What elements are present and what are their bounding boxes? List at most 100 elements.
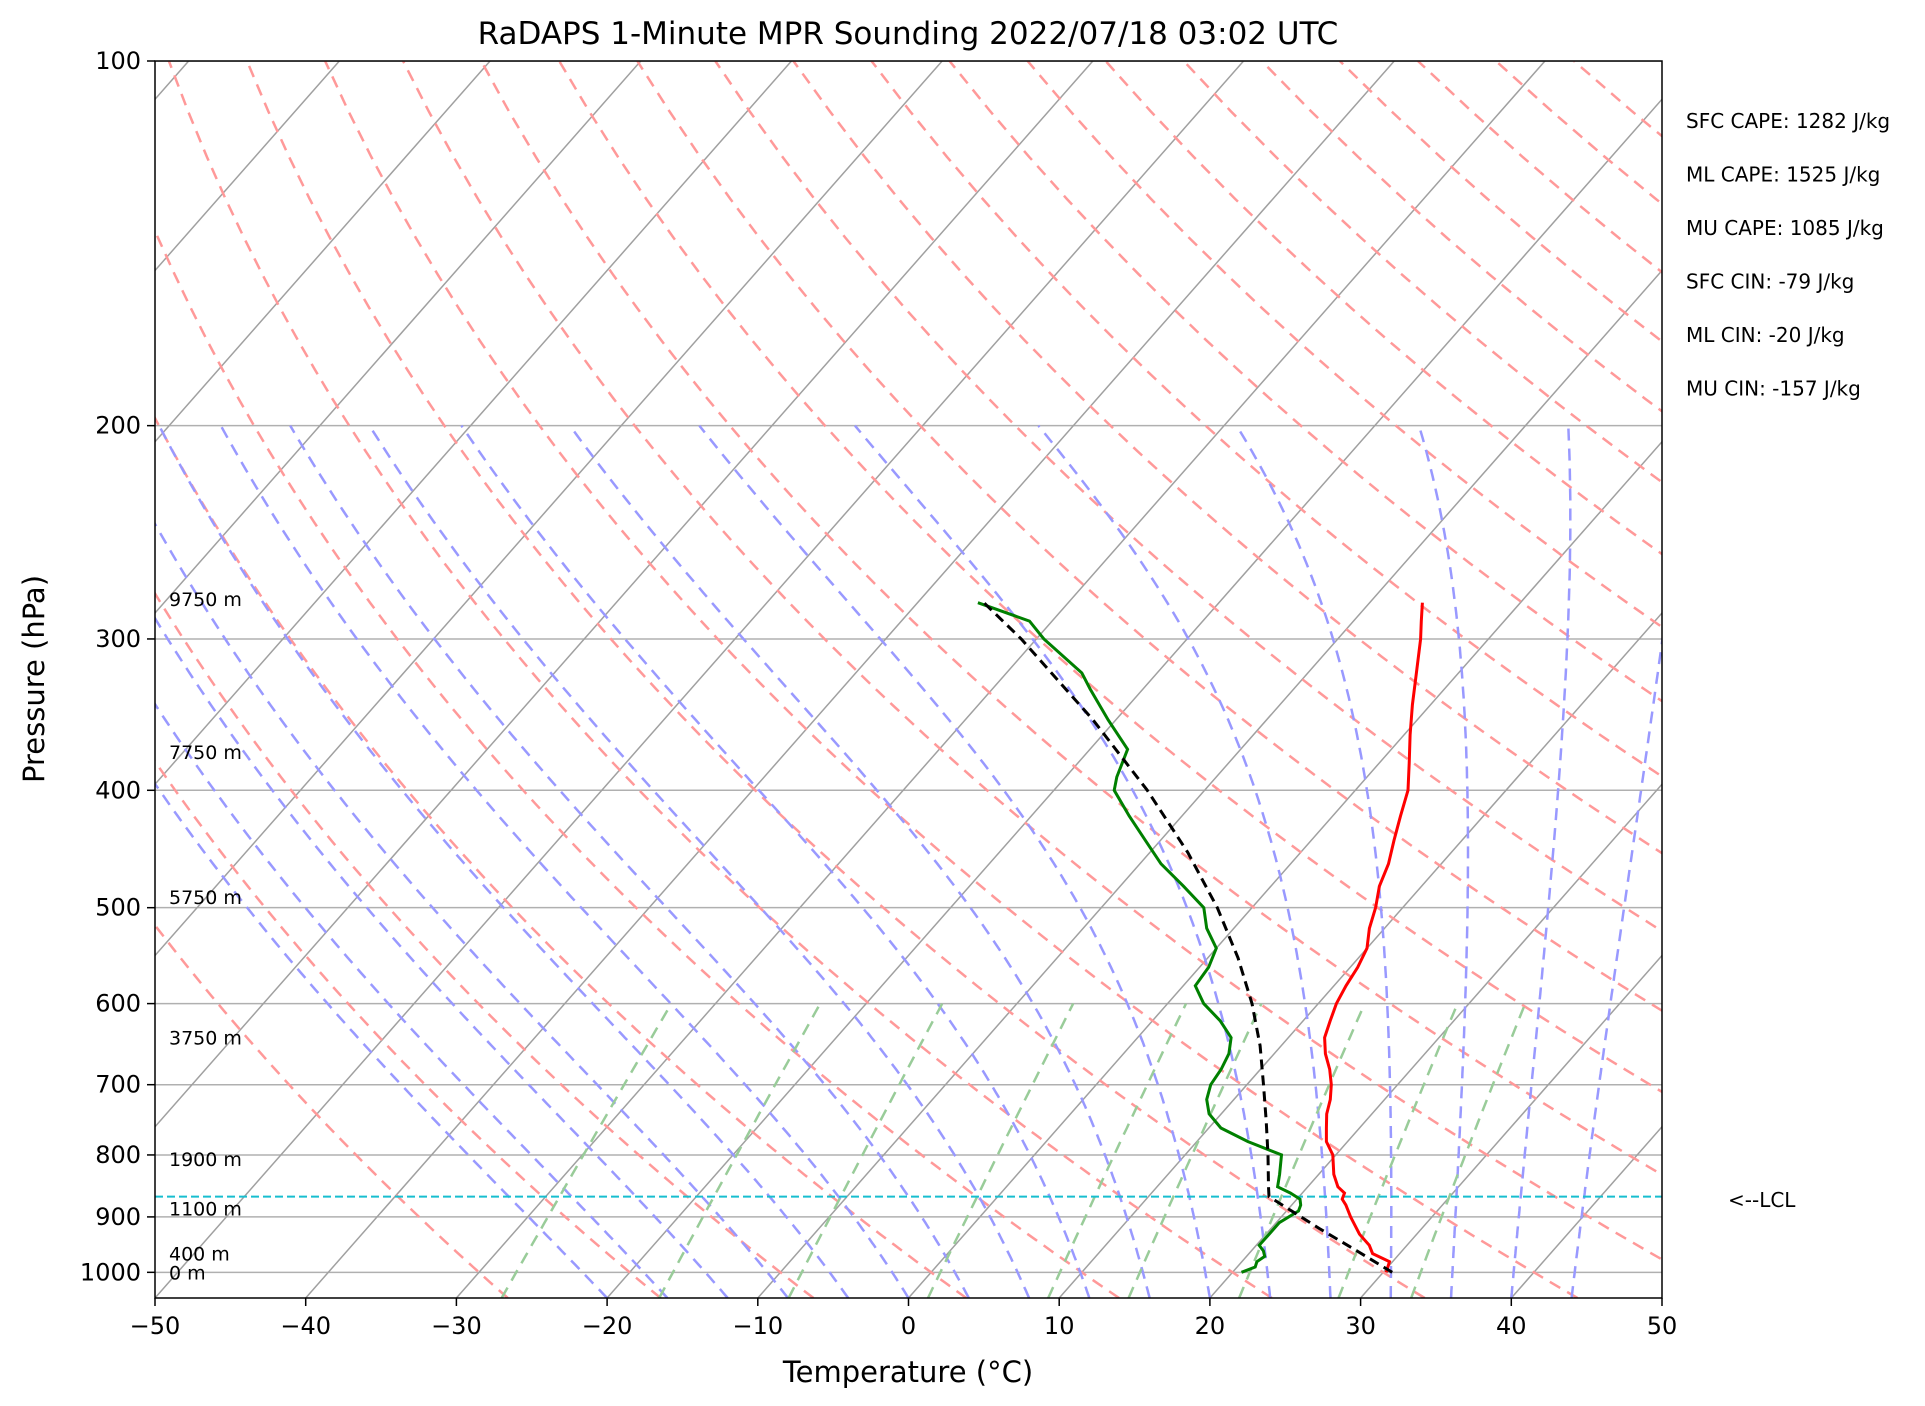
x-tick-label: −30 bbox=[431, 1312, 482, 1340]
height-label: 0 m bbox=[169, 1262, 206, 1284]
dry-adiabat bbox=[1417, 61, 1662, 274]
x-tick-label: 20 bbox=[1195, 1312, 1226, 1340]
isotherm-line bbox=[606, 98, 1662, 1298]
mixing-ratio-line bbox=[658, 1002, 822, 1298]
plot-frame bbox=[154, 60, 1663, 1299]
isotherm-line bbox=[155, 61, 1094, 1128]
height-label: 1100 m bbox=[169, 1199, 242, 1221]
isotherm-line bbox=[1058, 611, 1662, 1298]
isotherm-line bbox=[155, 61, 340, 272]
mixing-ratio-line bbox=[1410, 1003, 1527, 1298]
dry-adiabat bbox=[1026, 61, 1662, 629]
y-tick-label: 200 bbox=[95, 412, 141, 440]
x-axis: −50 −40 −30 −20 −10 0 10 20 30 40 50 bbox=[130, 1298, 1678, 1340]
isotherm-line bbox=[155, 61, 943, 957]
isotherm-line bbox=[1360, 954, 1662, 1298]
x-tick-label: 30 bbox=[1345, 1312, 1376, 1340]
x-tick-label: 40 bbox=[1496, 1312, 1527, 1340]
dry-adiabat bbox=[1182, 61, 1662, 484]
moist-adiabat bbox=[698, 424, 1212, 1298]
dry-adiabat bbox=[1260, 61, 1662, 413]
index-label: MU CAPE: 1085 J/kg bbox=[1686, 216, 1884, 240]
y-axis-label: Pressure (hPa) bbox=[17, 575, 51, 783]
isotherm-line bbox=[155, 61, 491, 443]
y-tick-label: 700 bbox=[95, 1071, 141, 1099]
x-tick-label: 0 bbox=[901, 1312, 916, 1340]
moist-adiabat bbox=[368, 424, 1031, 1298]
index-label: ML CAPE: 1525 J/kg bbox=[1686, 163, 1880, 187]
height-label: 5750 m bbox=[169, 887, 242, 909]
moist-adiabat bbox=[155, 781, 609, 1298]
index-label: SFC CIN: -79 J/kg bbox=[1686, 270, 1854, 294]
moist-adiabat bbox=[1417, 425, 1470, 1298]
index-label: ML CIN: -20 J/kg bbox=[1686, 323, 1845, 347]
x-tick-label: −10 bbox=[732, 1312, 783, 1340]
x-tick-label: −50 bbox=[130, 1312, 181, 1340]
isotherm-line bbox=[757, 269, 1662, 1298]
moist-adiabat bbox=[155, 701, 669, 1298]
moist-adiabat bbox=[1570, 633, 1662, 1298]
y-axis: 100 200 300 400 500 600 700 800 900 1000 bbox=[80, 47, 155, 1286]
profile-lines bbox=[155, 601, 1662, 1274]
dry-adiabat bbox=[792, 61, 1662, 855]
moist-adiabat bbox=[219, 424, 910, 1298]
dry-adiabat bbox=[948, 61, 1662, 703]
isotherm-line bbox=[305, 61, 1395, 1298]
height-label: 9750 m bbox=[169, 589, 242, 611]
y-tick-label: 400 bbox=[95, 776, 141, 804]
isotherm-line bbox=[907, 440, 1662, 1298]
x-tick-label: 10 bbox=[1044, 1312, 1075, 1340]
y-tick-label: 900 bbox=[95, 1203, 141, 1231]
mixing-ratio-line bbox=[926, 1003, 1075, 1298]
isotherm-line bbox=[155, 61, 1245, 1298]
y-tick-label: 800 bbox=[95, 1141, 141, 1169]
moist-adiabat bbox=[155, 615, 729, 1298]
dry-adiabat bbox=[401, 61, 1662, 1261]
dry-adiabat bbox=[167, 61, 1273, 1298]
moist-adiabat bbox=[1037, 424, 1332, 1298]
x-axis-label: Temperature (°C) bbox=[782, 1355, 1033, 1389]
mixing-ratio-line bbox=[1237, 1003, 1366, 1298]
dry-adiabat bbox=[155, 923, 509, 1298]
isotherm-line bbox=[155, 61, 793, 786]
y-tick-label: 300 bbox=[95, 625, 141, 653]
dry-adiabat bbox=[155, 591, 815, 1298]
height-label: 1900 m bbox=[169, 1149, 242, 1171]
mixing-ratio-line bbox=[1127, 1003, 1263, 1298]
y-tick-label: 100 bbox=[95, 47, 141, 75]
height-label: 7750 m bbox=[169, 742, 242, 764]
chart-title: RaDAPS 1-Minute MPR Sounding 2022/07/18 … bbox=[478, 16, 1339, 52]
y-tick-label: 600 bbox=[95, 990, 141, 1018]
dry-adiabat bbox=[1104, 61, 1662, 556]
stability-indices: SFC CAPE: 1282 J/kg ML CAPE: 1525 J/kg MU … bbox=[1686, 109, 1890, 401]
moist-adiabat bbox=[853, 424, 1272, 1298]
dry-adiabat bbox=[714, 61, 1662, 933]
temperature-profile bbox=[1323, 602, 1424, 1273]
moist-adiabat bbox=[157, 425, 850, 1298]
index-label: MU CIN: -157 J/kg bbox=[1686, 377, 1861, 401]
dry-adiabat bbox=[155, 759, 662, 1298]
dry-adiabat bbox=[245, 61, 1426, 1298]
x-tick-label: 50 bbox=[1647, 1312, 1678, 1340]
x-tick-label: −40 bbox=[280, 1312, 331, 1340]
y-tick-label: 500 bbox=[95, 894, 141, 922]
height-label: 3750 m bbox=[169, 1028, 242, 1050]
index-label: SFC CAPE: 1282 J/kg bbox=[1686, 109, 1890, 133]
isotherm-line bbox=[1510, 1125, 1662, 1298]
mixing-ratio-line bbox=[500, 1002, 673, 1298]
dry-adiabat bbox=[480, 61, 1662, 1177]
dewpoint-profile bbox=[977, 601, 1303, 1274]
y-tick-label: 1000 bbox=[80, 1258, 141, 1286]
parcel-profile bbox=[982, 601, 1393, 1274]
dry-adiabat bbox=[558, 61, 1662, 1094]
lcl-label: <--LCL bbox=[1728, 1188, 1796, 1212]
height-label: 400 m bbox=[169, 1244, 230, 1266]
dry-adiabat bbox=[155, 415, 968, 1298]
dry-adiabat bbox=[323, 61, 1579, 1298]
mixing-ratio-line bbox=[1047, 1003, 1188, 1298]
mixing-ratio-line bbox=[787, 1003, 944, 1298]
mixing-ratio-line bbox=[1337, 1003, 1459, 1298]
isotherm-line bbox=[1661, 1296, 1662, 1298]
